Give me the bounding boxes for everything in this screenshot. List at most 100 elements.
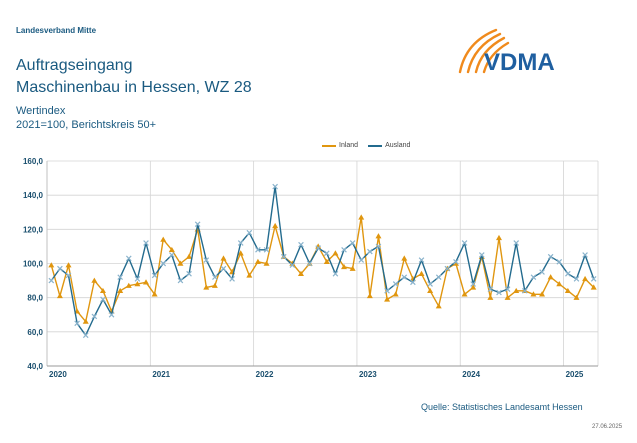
data-point-ausland bbox=[487, 286, 494, 292]
series-line-inland bbox=[50, 216, 595, 323]
y-tick-label: 80,0 bbox=[27, 294, 43, 303]
data-point-ausland bbox=[229, 276, 235, 282]
data-point-ausland bbox=[565, 270, 571, 277]
data-point-ausland bbox=[315, 245, 322, 251]
data-point-inland bbox=[134, 281, 141, 287]
data-point-inland bbox=[349, 265, 356, 271]
data-point-ausland bbox=[401, 274, 408, 280]
org-name: Landesverband Mitte bbox=[16, 26, 97, 35]
data-point-ausland bbox=[91, 313, 98, 320]
data-point-ausland bbox=[384, 288, 390, 294]
data-point-inland bbox=[211, 282, 218, 288]
data-point-inland bbox=[254, 258, 261, 264]
data-point-inland bbox=[168, 246, 175, 253]
data-point-ausland bbox=[160, 260, 167, 267]
date-stamp: 27.06.2025 bbox=[592, 424, 623, 430]
data-point-inland bbox=[366, 292, 373, 299]
data-point-ausland bbox=[341, 247, 347, 253]
data-point-inland bbox=[48, 262, 55, 268]
data-point-inland bbox=[375, 233, 382, 239]
data-point-inland bbox=[564, 287, 571, 294]
data-point-ausland bbox=[332, 270, 339, 277]
data-point-ausland bbox=[74, 320, 80, 327]
source-note: Quelle: Statistisches Landesamt Hessen bbox=[421, 402, 583, 412]
data-point-ausland bbox=[151, 272, 158, 279]
y-tick-label: 160,0 bbox=[23, 157, 44, 166]
logo-text: VDMA bbox=[484, 49, 555, 76]
data-point-inland bbox=[237, 250, 244, 256]
data-point-inland bbox=[547, 274, 554, 280]
x-tick-label: 2022 bbox=[256, 370, 274, 379]
data-point-ausland bbox=[298, 241, 304, 248]
x-tick-label: 2024 bbox=[462, 370, 480, 379]
data-point-ausland bbox=[82, 332, 89, 339]
data-point-ausland bbox=[220, 265, 227, 272]
data-point-ausland bbox=[349, 240, 356, 246]
vdma-logo: VDMA bbox=[458, 28, 555, 76]
data-point-inland bbox=[401, 255, 408, 261]
data-point-inland bbox=[392, 291, 399, 297]
legend-item-ausland: Ausland bbox=[368, 142, 410, 149]
data-point-ausland bbox=[212, 274, 218, 280]
data-point-inland bbox=[177, 260, 184, 266]
data-point-inland bbox=[513, 287, 520, 294]
data-point-ausland bbox=[556, 258, 563, 265]
data-point-ausland bbox=[48, 277, 55, 284]
data-point-inland bbox=[504, 294, 511, 300]
data-point-inland bbox=[160, 236, 167, 242]
data-point-ausland bbox=[306, 260, 313, 267]
data-point-ausland bbox=[57, 265, 63, 272]
data-point-ausland bbox=[478, 252, 485, 258]
legend-label-ausland: Ausland bbox=[385, 142, 411, 149]
subtitle: Wertindex 2021=100, Berichtskreis 50+ bbox=[16, 104, 156, 132]
data-point-ausland bbox=[169, 252, 175, 258]
page-title: Auftragseingang Maschinenbau in Hessen, … bbox=[16, 55, 252, 99]
data-point-ausland bbox=[582, 252, 588, 258]
data-point-ausland bbox=[186, 270, 192, 277]
data-point-inland bbox=[539, 291, 546, 297]
data-point-inland bbox=[590, 284, 597, 290]
data-point-ausland bbox=[100, 296, 106, 303]
y-tick-label: 40,0 bbox=[27, 362, 43, 371]
data-point-inland bbox=[384, 296, 391, 302]
data-point-inland bbox=[573, 294, 580, 300]
data-point-ausland bbox=[539, 269, 545, 275]
data-point-ausland bbox=[453, 258, 459, 265]
data-point-ausland bbox=[237, 240, 244, 246]
data-point-inland bbox=[220, 255, 227, 261]
data-point-ausland bbox=[143, 240, 149, 246]
data-point-ausland bbox=[444, 265, 451, 272]
data-point-ausland bbox=[289, 262, 296, 269]
data-point-inland bbox=[186, 253, 193, 259]
data-point-inland bbox=[358, 214, 365, 220]
data-point-ausland bbox=[435, 274, 442, 280]
data-point-inland bbox=[427, 287, 434, 294]
data-point-inland bbox=[56, 292, 63, 299]
data-point-inland bbox=[582, 275, 589, 282]
data-point-ausland bbox=[272, 183, 278, 190]
data-point-ausland bbox=[590, 276, 597, 282]
data-point-ausland bbox=[547, 253, 554, 260]
y-tick-label: 60,0 bbox=[27, 328, 43, 337]
data-point-ausland bbox=[263, 247, 270, 253]
data-point-inland bbox=[65, 262, 72, 268]
data-point-inland bbox=[495, 234, 502, 241]
data-point-ausland bbox=[470, 281, 476, 287]
data-point-ausland bbox=[418, 257, 425, 263]
data-point-ausland bbox=[392, 281, 399, 287]
series-line-ausland bbox=[50, 185, 595, 336]
data-point-ausland bbox=[323, 250, 330, 257]
title-line-1: Auftragseingang bbox=[16, 57, 133, 74]
data-point-inland bbox=[487, 294, 494, 300]
legend-label-inland: Inland bbox=[339, 142, 359, 149]
data-point-inland bbox=[117, 287, 124, 294]
data-point-ausland bbox=[280, 253, 287, 260]
y-tick-label: 100,0 bbox=[23, 260, 44, 269]
data-point-ausland bbox=[496, 289, 502, 296]
data-point-inland bbox=[470, 284, 477, 290]
data-point-ausland bbox=[410, 279, 416, 286]
x-tick-label: 2025 bbox=[566, 370, 584, 379]
data-point-ausland bbox=[108, 311, 115, 318]
data-point-ausland bbox=[125, 255, 132, 262]
